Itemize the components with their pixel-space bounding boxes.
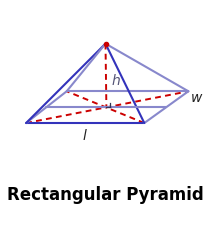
Text: $w$: $w$	[190, 91, 204, 105]
Text: $h$: $h$	[111, 73, 121, 88]
Text: Rectangular Pyramid: Rectangular Pyramid	[7, 186, 204, 204]
Text: $l$: $l$	[82, 128, 88, 143]
